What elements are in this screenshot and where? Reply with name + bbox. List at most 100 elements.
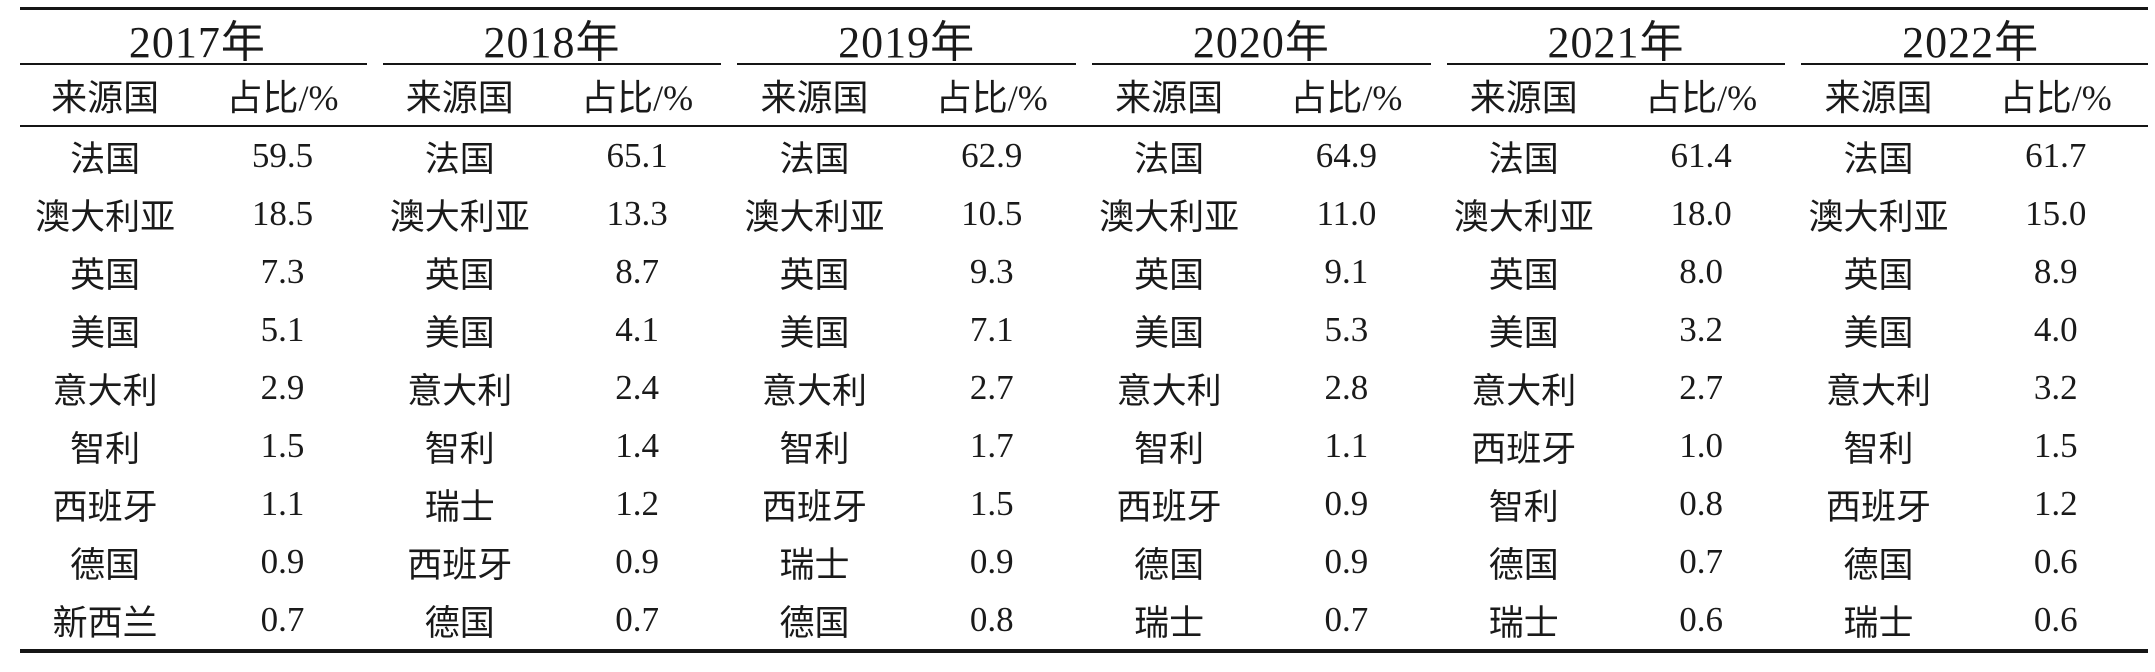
year-group: 2020年 来源国 占比/% 法国 64.9 澳大利亚 11.0 英国 9.1 美国 5.3 意大利 2… (1083, 10, 1439, 649)
country-cell: 西班牙 (1116, 487, 1222, 527)
group-columns: 来源国 占比/% 法国 64.9 澳大利亚 11.0 英国 9.1 美国 5.3 意大利 2.8 智利 1… (1083, 65, 1439, 649)
country-cell: 法国 (1488, 139, 1559, 179)
country-cell: 智利 (70, 429, 141, 469)
column-header-country: 来源国 (1793, 65, 1964, 127)
country-cell: 瑞士 (1488, 603, 1559, 643)
column-header-share: 占比/% (899, 65, 1084, 127)
share-cell: 3.2 (2033, 368, 2078, 407)
country-cell: 智利 (1488, 487, 1559, 527)
country-cell: 意大利 (407, 371, 513, 411)
country-cell: 意大利 (1116, 371, 1222, 411)
country-cell: 美国 (424, 313, 495, 353)
country-cell: 德国 (1134, 545, 1205, 585)
table-year-groups: 2017年 来源国 占比/% 法国 59.5 澳大利亚 18.5 英国 7.3 美国 5.1 意大利 2… (20, 10, 2148, 649)
share-cell: 2.4 (615, 368, 659, 407)
group-columns: 来源国 占比/% 法国 65.1 澳大利亚 13.3 英国 8.7 美国 4.1 意大利 2.4 智利 1… (374, 65, 730, 649)
group-columns: 来源国 占比/% 法国 59.5 澳大利亚 18.5 英国 7.3 美国 5.1 意大利 2.9 智利 1… (20, 65, 375, 649)
column-header-share: 占比/% (1608, 65, 1794, 127)
country-cell: 智利 (1134, 429, 1205, 469)
share-cell: 1.2 (2033, 484, 2078, 523)
share-cell: 59.5 (251, 136, 314, 175)
share-cell: 1.1 (260, 484, 305, 523)
country-cell: 美国 (779, 313, 850, 353)
country-cell: 法国 (70, 139, 141, 179)
country-cell: 意大利 (1471, 371, 1577, 411)
country-cell: 德国 (424, 603, 495, 643)
country-cell: 西班牙 (407, 545, 513, 585)
share-cell: 64.9 (1315, 136, 1378, 175)
share-cell: 1.7 (969, 426, 1014, 465)
country-cell: 智利 (424, 429, 495, 469)
share-cell: 7.1 (969, 310, 1014, 349)
country-cell: 德国 (779, 603, 850, 643)
share-cell: 0.8 (969, 600, 1014, 639)
country-cell: 英国 (779, 255, 850, 295)
share-cell: 1.2 (615, 484, 659, 523)
country-cell: 西班牙 (761, 487, 867, 527)
year-header: 2017年 (20, 10, 375, 67)
share-cell: 0.9 (260, 542, 305, 581)
share-cell: 18.5 (251, 194, 314, 233)
country-cell: 法国 (1134, 139, 1205, 179)
country-cell: 意大利 (52, 371, 158, 411)
year-group: 2017年 来源国 占比/% 法国 59.5 澳大利亚 18.5 英国 7.3 美国 5.1 意大利 2… (20, 10, 375, 649)
share-cell: 7.3 (260, 252, 305, 291)
share-cell: 0.6 (1679, 600, 1723, 639)
share-cell: 2.8 (1324, 368, 1369, 407)
year-header: 2020年 (1084, 10, 1439, 67)
year-group: 2021年 来源国 占比/% 法国 61.4 澳大利亚 18.0 英国 8.0 美国 3.2 意大利 2… (1438, 10, 1794, 649)
group-columns: 来源国 占比/% 法国 61.4 澳大利亚 18.0 英国 8.0 美国 3.2 意大利 2.7 西班牙… (1438, 65, 1794, 649)
country-cell: 瑞士 (1843, 603, 1914, 643)
column-header-country: 来源国 (20, 65, 191, 127)
country-cell: 澳大利亚 (1099, 197, 1240, 237)
column-header-share: 占比/% (190, 65, 375, 127)
share-cell: 11.0 (1316, 194, 1377, 233)
share-cell: 1.1 (1324, 426, 1369, 465)
country-cell: 瑞士 (1134, 603, 1205, 643)
share-cell: 61.7 (2025, 136, 2087, 175)
country-cell: 智利 (1843, 429, 1914, 469)
country-cell: 英国 (70, 255, 141, 295)
country-cell: 美国 (70, 313, 141, 353)
country-cell: 英国 (1134, 255, 1205, 295)
share-cell: 5.3 (1324, 310, 1369, 349)
share-cell: 1.4 (615, 426, 659, 465)
country-cell: 澳大利亚 (389, 197, 530, 237)
country-cell: 瑞士 (779, 545, 850, 585)
share-cell: 0.6 (2033, 600, 2078, 639)
country-cell: 新西兰 (52, 603, 158, 643)
share-cell: 0.9 (969, 542, 1014, 581)
column-header-country: 来源国 (374, 65, 545, 127)
share-cell: 5.1 (260, 310, 305, 349)
share-cell: 15.0 (2025, 194, 2087, 233)
year-header: 2018年 (375, 10, 730, 67)
country-cell: 法国 (1843, 139, 1914, 179)
share-cell: 2.7 (969, 368, 1014, 407)
country-cell: 美国 (1134, 313, 1205, 353)
country-cell: 德国 (70, 545, 141, 585)
share-cell: 0.7 (1324, 600, 1369, 639)
share-cell: 2.7 (1679, 368, 1723, 407)
year-group: 2022年 来源国 占比/% 法国 61.7 澳大利亚 15.0 英国 8.9 美国 4.0 意大利 3… (1793, 10, 2148, 649)
column-header-share: 占比/% (544, 65, 730, 127)
share-cell: 0.9 (615, 542, 659, 581)
year-group: 2018年 来源国 占比/% 法国 65.1 澳大利亚 13.3 英国 8.7 美国 4.1 意大利 2… (374, 10, 730, 649)
country-cell: 西班牙 (1471, 429, 1577, 469)
country-cell: 英国 (424, 255, 495, 295)
country-cell: 德国 (1843, 545, 1914, 585)
country-cell: 意大利 (1825, 371, 1931, 411)
country-cell: 英国 (1488, 255, 1559, 295)
share-cell: 62.9 (961, 136, 1023, 175)
country-cell: 德国 (1488, 545, 1559, 585)
share-cell: 0.8 (1679, 484, 1723, 523)
column-header-share: 占比/% (1254, 65, 1439, 127)
share-cell: 4.0 (2033, 310, 2078, 349)
share-cell: 13.3 (606, 194, 668, 233)
source-country-share-table: 2017年 来源国 占比/% 法国 59.5 澳大利亚 18.5 英国 7.3 美国 5.1 意大利 2… (20, 7, 2148, 653)
year-header: 2022年 (1793, 10, 2148, 67)
share-cell: 4.1 (615, 310, 659, 349)
share-cell: 1.5 (2033, 426, 2078, 465)
country-cell: 瑞士 (424, 487, 495, 527)
column-header-country: 来源国 (1083, 65, 1255, 127)
year-header: 2021年 (1439, 10, 1794, 67)
